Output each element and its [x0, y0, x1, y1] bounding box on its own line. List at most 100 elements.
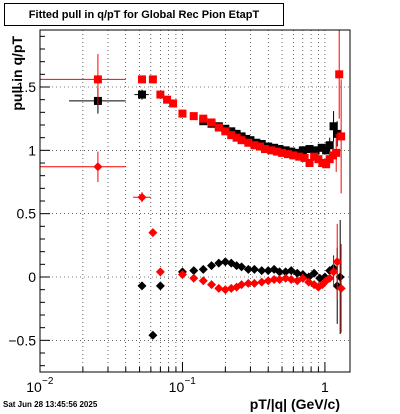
data-point: [221, 127, 230, 136]
y-axis-label: pull in q/pT: [9, 36, 25, 111]
x-tick-exponent: −1: [184, 376, 196, 387]
data-point: [332, 257, 342, 267]
data-point: [169, 99, 178, 108]
y-tick-label: 0: [28, 269, 36, 285]
data-point: [220, 257, 230, 267]
data-point: [249, 278, 259, 288]
data-point: [207, 280, 217, 290]
data-point: [244, 138, 253, 147]
plot-frame: [39, 29, 351, 373]
data-point: [257, 266, 267, 276]
data-point: [214, 123, 223, 132]
data-point: [250, 141, 259, 150]
data-point: [189, 266, 199, 276]
axis-labels: −0.500.511.510 −2 10 −1 1pT/|q| (GeV/c)pull …: [8, 36, 340, 412]
data-point: [332, 148, 341, 157]
data-point: [189, 112, 198, 121]
data-point: [237, 280, 247, 290]
data-point: [325, 273, 335, 283]
data-point: [137, 90, 146, 99]
data-point: [148, 228, 158, 238]
data-point: [298, 146, 307, 155]
data-point: [198, 276, 208, 286]
data-point: [148, 330, 158, 340]
data-point: [207, 118, 216, 127]
series-3: [40, 151, 346, 333]
data-point: [305, 145, 314, 154]
x-axis-label: pT/|q| (GeV/c): [250, 396, 340, 412]
data-point: [311, 146, 320, 155]
data-point: [93, 75, 102, 84]
data-point: [278, 148, 287, 157]
y-tick-label: −0.5: [8, 332, 36, 348]
x-tick-label: 10: [169, 379, 185, 395]
data-point: [335, 70, 344, 79]
x-tick-exponent: −2: [42, 376, 54, 387]
data-point: [325, 141, 334, 150]
data-point: [199, 114, 208, 123]
axis-ticks: [39, 35, 326, 372]
data-point: [198, 264, 208, 274]
data-point: [155, 267, 165, 277]
data-point: [177, 269, 187, 279]
data-point: [310, 152, 319, 161]
data-point: [304, 272, 314, 282]
y-tick-label: 0.5: [17, 206, 37, 222]
data-point: [255, 142, 264, 151]
data-point: [220, 285, 230, 295]
data-point: [272, 147, 281, 156]
data-point: [243, 264, 253, 274]
data-point: [137, 281, 147, 291]
grid: [40, 30, 350, 372]
data-point: [237, 136, 246, 145]
x-tick-label: 10: [26, 379, 42, 395]
chart-title: Fitted pull in q/pT for Global Rec Pion …: [4, 3, 284, 26]
data-point: [336, 283, 346, 293]
data-point: [227, 131, 236, 140]
data-point: [275, 267, 285, 277]
data-point: [137, 192, 147, 202]
data-point: [309, 268, 319, 278]
data-point: [263, 266, 273, 276]
data-point: [322, 160, 331, 169]
data-point: [337, 132, 346, 141]
data-point: [329, 122, 338, 131]
data-point: [286, 275, 296, 285]
data-point: [261, 145, 270, 154]
data-point: [275, 275, 285, 285]
data-point: [257, 277, 267, 287]
data-point: [156, 90, 165, 99]
data-point: [207, 261, 217, 271]
data-point: [243, 278, 253, 288]
series-1: [40, 30, 346, 194]
data-point: [155, 281, 165, 291]
timestamp: Sat Jun 28 13:45:56 2025: [3, 400, 98, 409]
data-point: [267, 146, 276, 155]
data-point: [93, 162, 103, 172]
data-point: [317, 143, 326, 152]
data-point: [178, 109, 187, 118]
data-point: [269, 275, 279, 285]
x-tick-label: 1: [321, 379, 329, 395]
data-point: [283, 150, 292, 159]
y-tick-label: 1.5: [17, 79, 37, 95]
data-point: [189, 273, 199, 283]
data-point: [232, 133, 241, 142]
data-point: [137, 75, 146, 84]
series-2: [137, 220, 345, 340]
data-point: [214, 283, 224, 293]
data-point: [329, 267, 339, 277]
data-point: [249, 264, 259, 274]
data-point: [148, 75, 157, 84]
y-tick-label: 1: [28, 142, 36, 158]
data-point: [295, 152, 304, 161]
data-point: [237, 262, 247, 272]
data-layer: [40, 30, 346, 340]
data-point: [300, 153, 309, 162]
data-point: [335, 272, 345, 282]
data-point: [298, 273, 308, 283]
data-point: [163, 95, 172, 104]
data-point: [305, 159, 314, 167]
data-point: [263, 276, 273, 286]
